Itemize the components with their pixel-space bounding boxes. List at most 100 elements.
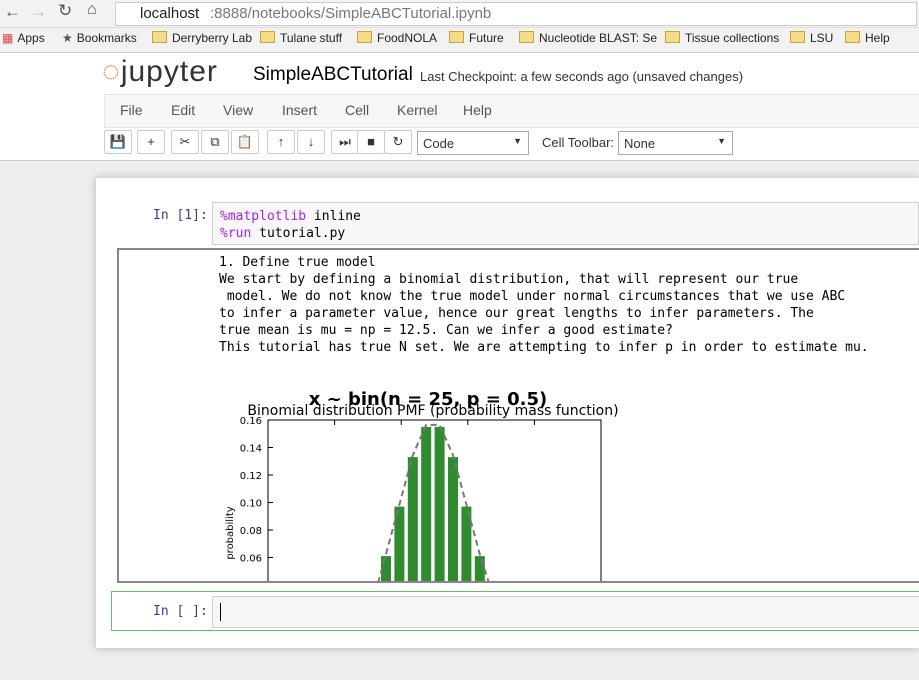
code-input[interactable] xyxy=(212,596,919,628)
forward-button[interactable]: → xyxy=(30,2,47,21)
dropdown-arrow: ▼ xyxy=(717,136,726,146)
chart-subtitle: Binomial distribution PMF (probability m… xyxy=(247,403,618,419)
code: tutorial.py xyxy=(251,226,346,241)
code-input[interactable]: %matplotlib inline %run tutorial.py xyxy=(212,202,919,245)
bar xyxy=(421,426,432,581)
bookmark-label: Apps xyxy=(17,31,45,45)
y-tick-label: 0.10 xyxy=(240,499,262,510)
bookmark[interactable]: Help xyxy=(845,31,890,45)
menu-item[interactable]: File xyxy=(120,102,143,118)
folder-icon xyxy=(357,31,372,43)
toolbar-button[interactable]: ↓ xyxy=(297,130,325,154)
url-host: localhost xyxy=(140,5,200,22)
bar xyxy=(381,556,391,581)
menu-item[interactable]: Cell xyxy=(345,102,370,118)
input-prompt: In [1]: xyxy=(153,208,208,223)
bookmark[interactable]: Tulane stuff xyxy=(260,31,342,45)
reload-button[interactable]: ↻ xyxy=(58,1,73,20)
menu-item[interactable]: Kernel xyxy=(397,102,438,118)
selected-cell[interactable] xyxy=(111,591,919,631)
y-tick-label: 0.04 xyxy=(240,581,262,583)
menu-item[interactable]: Insert xyxy=(282,102,318,118)
output-area: x ~ bin(n = 25, p = 0.5) Binomial distrib… xyxy=(117,248,919,583)
toolbar-button[interactable]: ⧉ xyxy=(201,130,229,154)
y-tick-label: 0.06 xyxy=(240,554,262,565)
bookmark-label: Tissue collections xyxy=(685,31,780,45)
bookmark[interactable]: Derryberry Lab xyxy=(152,31,252,45)
y-tick-label: 0.08 xyxy=(240,526,262,537)
dropdown-arrow: ▼ xyxy=(513,136,522,146)
magic: %matplotlib xyxy=(220,209,307,224)
folder-icon xyxy=(790,31,805,43)
toolbar-button[interactable]: ✂ xyxy=(171,130,199,154)
back-button[interactable]: ← xyxy=(4,2,21,21)
bookmark-label: LSU xyxy=(810,31,834,45)
folder-icon xyxy=(152,31,167,43)
bookmark-label: Nucleotide BLAST: Se xyxy=(539,31,658,45)
url-field[interactable]: localhost :8888/notebooks/SimpleABCTutor… xyxy=(115,2,917,26)
cell-type-select[interactable]: Code ▼ xyxy=(417,131,529,155)
bookmark[interactable]: ★ Bookmarks xyxy=(62,31,137,45)
bookmark-label: Tulane stuff xyxy=(280,31,343,45)
bookmark[interactable]: Nucleotide BLAST: Se xyxy=(519,31,657,45)
checkpoint: Last Checkpoint: a few seconds ago (unsa… xyxy=(420,69,744,84)
menu-item[interactable]: View xyxy=(223,102,254,118)
toolbar-button[interactable]: ■ xyxy=(357,130,385,154)
cell-type: Code xyxy=(423,136,455,151)
home-button[interactable]: ⌂ xyxy=(87,1,97,18)
cell-toolbar-label: Cell Toolbar: xyxy=(542,135,615,150)
output-line: 1. Define true model xyxy=(219,255,376,270)
bookmark-label: Derryberry Lab xyxy=(172,31,253,45)
bookmark-label: Help xyxy=(865,31,890,45)
output-line: to infer a parameter value, hence our gr… xyxy=(219,306,814,321)
toolbar-button[interactable]: ⏭ xyxy=(331,130,359,154)
folder-icon xyxy=(260,31,275,43)
bar xyxy=(407,457,418,581)
code-line: %matplotlib inline xyxy=(220,209,361,224)
bar xyxy=(394,506,405,581)
toolbar-button[interactable]: + xyxy=(137,130,165,154)
bookmark-label: Bookmarks xyxy=(76,31,137,45)
jupyter-logo[interactable]: ◌jupyter xyxy=(102,55,218,88)
menu-item[interactable]: Help xyxy=(463,102,492,118)
bookmark[interactable]: FoodNOLA xyxy=(357,31,437,45)
bar xyxy=(448,457,458,581)
menu-bar: File Edit View Insert Cell Kernel Help xyxy=(104,94,919,128)
bookmark[interactable]: Tissue collections xyxy=(665,31,779,45)
menu-item[interactable]: Edit xyxy=(171,102,196,118)
bar xyxy=(434,426,445,581)
bookmark-label: FoodNOLA xyxy=(377,31,438,45)
bar xyxy=(474,556,485,581)
toolbar-button[interactable]: ↻ xyxy=(384,130,412,154)
bookmark[interactable]: LSU xyxy=(790,31,833,45)
bookmark[interactable]: ▦ Apps xyxy=(2,31,45,45)
folder-icon xyxy=(519,31,534,43)
output-line: true mean is mu = np = 12.5. Can we infe… xyxy=(219,323,673,338)
address-bar: ← → ↻ ⌂ localhost :8888/notebooks/Simple… xyxy=(0,0,919,28)
pmf-curve xyxy=(377,423,490,581)
magic: %run xyxy=(220,226,252,241)
y-tick-label: 0.14 xyxy=(240,444,262,455)
code: inline xyxy=(306,209,361,224)
chart-title: x ~ bin(n = 25, p = 0.5) xyxy=(309,389,548,410)
bookmark-label: Future xyxy=(469,31,504,45)
bookmark-icon: ★ xyxy=(62,31,73,45)
cell-toolbar-value: None xyxy=(624,136,656,151)
notebook-name[interactable]: SimpleABCTutorial xyxy=(253,64,413,85)
output-line: This tutorial has true N set. We are att… xyxy=(219,340,869,355)
code-line: %run tutorial.py xyxy=(220,226,345,241)
axes-frame xyxy=(267,419,602,581)
bookmark[interactable]: Future xyxy=(449,31,504,45)
toolbar-button[interactable]: ↑ xyxy=(267,130,295,154)
folder-icon xyxy=(845,31,860,43)
folder-icon xyxy=(665,31,680,43)
toolbar-button[interactable]: 📋 xyxy=(231,130,259,154)
input-prompt: In [ ]: xyxy=(153,604,208,619)
output-line: model. We do not know the true model und… xyxy=(219,289,846,304)
y-axis-label: probability xyxy=(225,506,236,559)
y-tick-label: 0.16 xyxy=(240,416,262,427)
cell-toolbar-select[interactable]: None ▼ xyxy=(618,131,733,155)
toolbar-button[interactable]: 💾 xyxy=(104,130,132,154)
url-path: :8888/notebooks/SimpleABCTutorial.ipynb xyxy=(210,5,492,22)
